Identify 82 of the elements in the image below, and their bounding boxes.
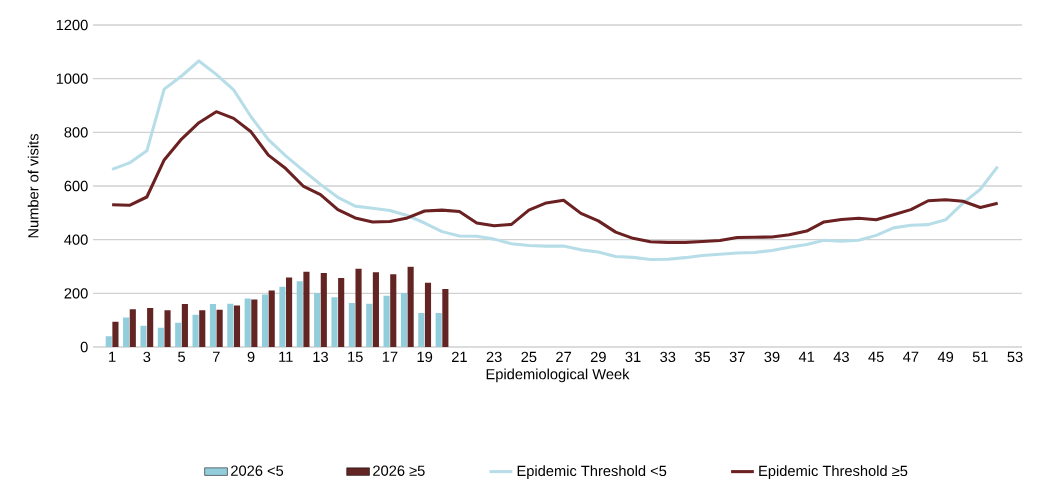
y-tick-label: 1000 (56, 73, 88, 84)
x-tick-label: 25 (521, 351, 537, 363)
x-tick-label: 33 (660, 351, 676, 363)
bar (279, 286, 286, 347)
x-axis-title: Epidemiological Week (486, 368, 630, 383)
bar (112, 321, 119, 347)
x-tick-label: 3 (143, 351, 151, 363)
x-tick-label: 5 (178, 351, 186, 362)
legend-label: 2026 ≥5 (373, 465, 425, 476)
bar (209, 304, 217, 347)
bar (331, 297, 338, 347)
y-tick-label: 1200 (56, 19, 88, 31)
bar (424, 282, 432, 347)
bar (286, 277, 293, 347)
bar (418, 312, 425, 347)
bar (105, 336, 112, 347)
x-tick-label: 21 (451, 351, 467, 362)
x-tick-label: 45 (868, 351, 884, 362)
x-tick-label: 31 (625, 351, 641, 363)
bar (435, 312, 442, 347)
x-tick-label: 27 (556, 351, 571, 362)
x-tick-label: 43 (833, 351, 849, 363)
line-series (110, 110, 1000, 244)
x-tick-label: 13 (313, 351, 328, 363)
bar (355, 268, 362, 347)
bar (192, 314, 199, 347)
bar (338, 278, 345, 347)
bar (216, 309, 223, 347)
bar (400, 293, 408, 347)
bar (442, 289, 449, 347)
x-tick-label: 9 (247, 351, 255, 363)
bar (390, 274, 397, 347)
bar (233, 305, 241, 347)
x-tick-label: 53 (1007, 351, 1023, 363)
x-tick-label: 1 (109, 351, 116, 362)
bar (407, 266, 414, 347)
bar (268, 290, 275, 347)
legend-label: 2026 <5 (231, 465, 284, 476)
bar (251, 299, 258, 347)
bar (175, 322, 182, 347)
bar (227, 303, 234, 347)
bar (296, 281, 303, 347)
y-tick-label: 0 (80, 341, 88, 353)
bar (181, 304, 188, 347)
bar (147, 308, 154, 347)
line-series (110, 59, 1000, 262)
bar (348, 302, 355, 347)
bar (140, 325, 147, 347)
bar (320, 272, 327, 347)
legend-label: Epidemic Threshold ≥5 (759, 465, 908, 479)
x-tick-label: 37 (729, 351, 745, 363)
bar (129, 309, 136, 347)
bar (157, 327, 164, 347)
x-tick-label: 29 (590, 351, 606, 363)
x-tick-label: 11 (279, 351, 293, 362)
bar (164, 310, 171, 347)
y-tick-label: 400 (64, 234, 88, 245)
x-tick-label: 39 (764, 351, 780, 363)
x-tick-label: 51 (972, 351, 988, 362)
y-axis-title: Number of visits (27, 133, 39, 238)
y-tick-label: 600 (64, 180, 88, 192)
x-tick-label: 19 (417, 351, 433, 363)
bar (383, 295, 390, 347)
bar (261, 294, 269, 347)
x-tick-label: 41 (798, 351, 815, 362)
bar (303, 271, 310, 347)
bar (314, 293, 321, 347)
x-tick-label: 35 (694, 351, 711, 363)
legend-label: Epidemic Threshold <5 (517, 465, 667, 479)
x-tick-label: 49 (937, 351, 954, 363)
x-tick-label: 7 (212, 351, 220, 362)
bar (123, 317, 130, 347)
bar (366, 303, 373, 347)
bar (372, 272, 379, 347)
x-tick-label: 23 (486, 351, 502, 363)
y-tick-label: 800 (64, 127, 88, 138)
y-tick-label: 200 (64, 288, 88, 299)
bar (199, 310, 206, 347)
x-tick-label: 47 (903, 351, 919, 362)
bar (244, 298, 251, 347)
x-tick-label: 17 (382, 351, 398, 362)
x-tick-label: 15 (348, 351, 363, 362)
